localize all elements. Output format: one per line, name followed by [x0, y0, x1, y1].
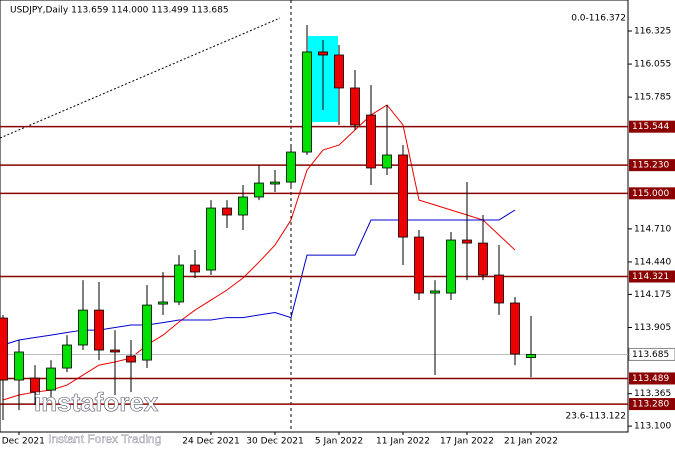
candle-body [398, 154, 408, 238]
candle-body [206, 207, 216, 271]
candle-body [414, 236, 424, 294]
candle-body [190, 264, 200, 273]
candle-body [526, 354, 536, 359]
x-tick-label: 24 Dec 2021 [182, 437, 240, 447]
current-price-box [628, 347, 675, 361]
candle-body [174, 264, 184, 303]
candle-body [254, 182, 264, 198]
y-tick-label: 116.325 [634, 26, 671, 36]
candle-body [366, 114, 376, 169]
candle-body [62, 344, 72, 369]
y-tick-label: 115.785 [634, 93, 671, 103]
candle-body [238, 196, 248, 216]
candle-body [78, 309, 88, 346]
x-tick-label: 21 Jan 2022 [504, 437, 558, 447]
y-tick-label: 113.905 [634, 323, 671, 333]
level-label: 115.230 [632, 161, 669, 171]
y-tick-label: 116.055 [634, 60, 671, 70]
watermark-brand: instaforex [34, 387, 159, 417]
x-tick-label: 30 Dec 2021 [246, 437, 304, 447]
current-price-label: 113.685 [632, 350, 669, 360]
candle-body [126, 355, 136, 363]
y-tick-label: 113.365 [634, 389, 671, 399]
candle-body [110, 349, 120, 353]
candle-body [382, 154, 392, 169]
level-box [629, 159, 675, 172]
candle-body [478, 242, 488, 276]
level-box [629, 372, 675, 385]
candle-body [462, 239, 472, 244]
candle-body [430, 290, 440, 294]
level-box [629, 270, 675, 283]
y-tick-label: 114.175 [634, 290, 671, 300]
candle-body [494, 274, 504, 304]
x-tick-label: 8 Dec 2021 [0, 437, 45, 447]
candle-body [302, 51, 312, 153]
level-box [629, 187, 675, 200]
candle-body [46, 367, 56, 391]
y-tick-label: 114.710 [634, 224, 671, 234]
level-label: 113.489 [632, 374, 669, 384]
candle-body [30, 377, 40, 393]
x-tick-label: 5 Jan 2022 [315, 437, 363, 447]
candle-body [286, 151, 296, 183]
level-label: 113.280 [632, 400, 669, 410]
fib-label: 23.6-113.122 [565, 412, 626, 422]
candle-body [222, 207, 232, 216]
level-label: 114.321 [632, 272, 669, 282]
level-box [629, 398, 675, 411]
chart-title: USDJPY,Daily 113.659 114.000 113.499 113… [10, 6, 229, 16]
level-label: 115.544 [632, 122, 669, 132]
indicator-line [2, 104, 516, 401]
candle-body [158, 301, 168, 305]
y-tick-label: 113.100 [634, 422, 671, 432]
watermark-tagline: Instant Forex Trading [48, 432, 161, 446]
indicator-line [2, 209, 516, 346]
fib-trendline [0, 17, 281, 139]
candle-body [94, 309, 104, 351]
candle-body [318, 51, 328, 56]
candle-body [334, 54, 344, 89]
candle-body [0, 317, 8, 381]
candle-body [14, 351, 24, 381]
candle-body [350, 87, 360, 126]
candle-body [446, 239, 456, 294]
candle-body [270, 181, 280, 185]
y-tick-label: 114.440 [634, 257, 671, 267]
fib-label: 0.0-116.372 [571, 14, 626, 24]
level-box [629, 120, 675, 133]
candle-body [510, 302, 520, 355]
candle-body [142, 304, 152, 361]
x-tick-label: 17 Jan 2022 [440, 437, 494, 447]
level-label: 115.000 [632, 189, 669, 199]
x-tick-label: 11 Jan 2022 [376, 437, 430, 447]
